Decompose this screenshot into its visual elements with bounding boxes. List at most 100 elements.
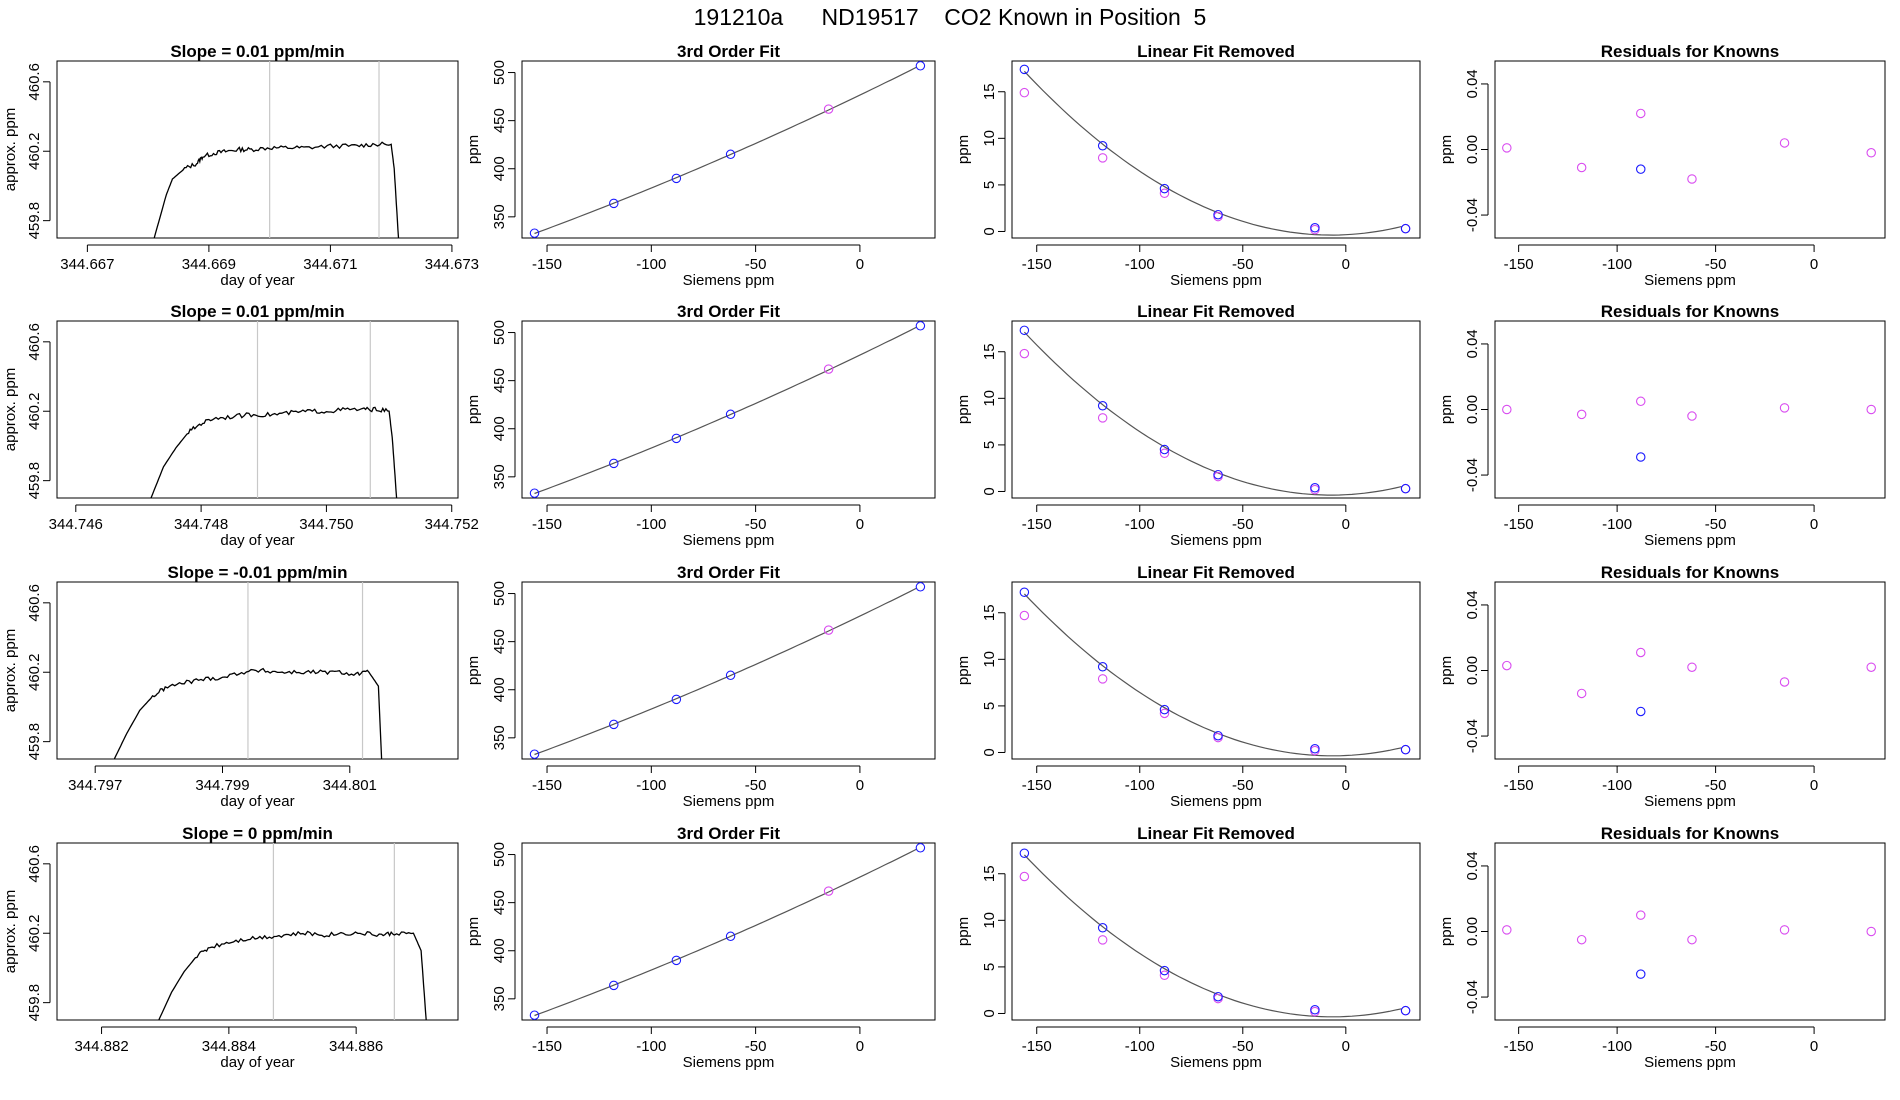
known-point-magenta: [1576, 409, 1587, 420]
known-point-blue: [1310, 483, 1320, 493]
x-tick-label: -50: [745, 516, 767, 533]
x-tick-label: 0: [856, 256, 864, 273]
plot-data: [1019, 64, 1411, 236]
plot-title: 3rd Order Fit: [677, 563, 780, 582]
plot-title: Linear Fit Removed: [1137, 42, 1295, 61]
plot-panel-residuals: Residuals for Knowns -150 -100 -50 0 Siemens …: [1438, 563, 1886, 810]
y-tick-label: 5: [981, 181, 998, 189]
plot-panel-residuals: Residuals for Knowns -150 -100 -50 0 Siemens …: [1438, 42, 1886, 289]
y-tick-label: 450: [491, 629, 508, 654]
known-point-blue: [1213, 209, 1223, 220]
y-axis-label: ppm: [1438, 395, 1455, 424]
y-tick-label: 15: [981, 343, 998, 360]
known-point-magenta: [823, 364, 834, 374]
y-tick-label: 0.00: [1464, 917, 1481, 946]
plot-frame: [521, 581, 936, 760]
known-point-blue: [529, 749, 540, 759]
known-point-blue: [1636, 164, 1646, 174]
plot-panel-fit: 3rd Order Fit -150 -100 -50 0 Siemens ppm 350 4…: [465, 42, 936, 289]
known-point-magenta: [1866, 662, 1876, 672]
known-point-magenta: [823, 886, 834, 896]
known-point-magenta: [1019, 871, 1030, 882]
plot-frame: [56, 842, 459, 1021]
known-point-blue: [1400, 483, 1411, 494]
x-tick-label: 344.799: [195, 777, 249, 794]
y-tick-label: 460.6: [26, 323, 43, 361]
fit-curve: [1023, 331, 1402, 496]
known-point-magenta: [1213, 471, 1223, 482]
known-point-magenta: [1097, 413, 1108, 423]
plot-panel-linear_removed: Linear Fit Removed -150 -100 -50 0 Siemens pp…: [955, 563, 1421, 810]
known-point-blue: [1213, 730, 1223, 741]
x-tick-label: 0: [1342, 256, 1350, 273]
x-tick-label: -150: [1022, 1038, 1052, 1055]
x-tick-label: -100: [1125, 777, 1155, 794]
x-tick-label: -100: [1602, 256, 1632, 273]
x-axis-label: Siemens ppm: [1170, 532, 1262, 549]
known-point-magenta: [1866, 148, 1876, 158]
known-point-blue: [529, 228, 540, 238]
plot-panel-timeseries: Slope = -0.01 ppm/min 344.797 344.799 344.8…: [2, 563, 459, 810]
known-point-blue: [1636, 452, 1646, 462]
series-line: [158, 930, 427, 1020]
plot-title: Residuals for Knowns: [1601, 824, 1780, 843]
known-point-magenta: [1097, 153, 1108, 163]
x-tick-label: 344.669: [182, 256, 236, 273]
x-tick-label: 0: [1342, 516, 1350, 533]
known-point-blue: [609, 458, 619, 469]
y-tick-label: 460.2: [26, 914, 43, 952]
known-point-magenta: [1866, 926, 1876, 937]
plot-title: Slope = 0 ppm/min: [182, 824, 333, 843]
known-point-blue: [1019, 64, 1030, 75]
y-tick-label: 5: [981, 702, 998, 710]
known-point-blue: [725, 931, 736, 942]
y-axis-label: ppm: [465, 395, 482, 424]
x-tick-label: -100: [1602, 1038, 1632, 1055]
known-point-blue: [1400, 744, 1411, 755]
known-point-magenta: [1779, 138, 1790, 148]
known-point-blue: [1159, 965, 1170, 976]
x-tick-label: -50: [1232, 777, 1254, 794]
x-tick-label: -150: [532, 1038, 562, 1055]
known-point-magenta: [1687, 662, 1697, 672]
known-point-magenta: [1636, 396, 1646, 407]
x-tick-label: -100: [1125, 516, 1155, 533]
y-axis-label: ppm: [955, 395, 972, 424]
y-tick-label: 0: [981, 748, 998, 756]
x-tick-label: -100: [1602, 516, 1632, 533]
y-tick-label: 5: [981, 963, 998, 971]
plot-frame: [1494, 60, 1886, 239]
known-point-blue: [915, 582, 926, 592]
x-tick-label: 344.750: [299, 516, 353, 533]
y-axis-label: approx. ppm: [2, 368, 19, 451]
x-axis-label: Siemens ppm: [1170, 1054, 1262, 1071]
y-tick-label: -0.04: [1464, 719, 1481, 753]
y-tick-label: 350: [491, 204, 508, 229]
y-tick-label: 400: [491, 938, 508, 963]
y-tick-label: 0: [981, 227, 998, 235]
plot-frame: [1011, 320, 1421, 499]
y-tick-label: 460.6: [26, 845, 43, 883]
known-point-magenta: [1687, 411, 1697, 421]
x-tick-label: -150: [1022, 516, 1052, 533]
y-tick-label: 459.8: [26, 723, 43, 761]
x-tick-label: 344.801: [323, 777, 377, 794]
plot-data: [113, 582, 383, 759]
y-tick-label: 459.8: [26, 202, 43, 240]
plot-frame: [521, 60, 936, 239]
x-tick-label: -50: [745, 777, 767, 794]
known-point-blue: [725, 670, 736, 681]
known-point-blue: [1097, 923, 1108, 933]
y-tick-label: 450: [491, 890, 508, 915]
y-tick-label: 0.04: [1464, 69, 1481, 98]
y-tick-label: 460.6: [26, 584, 43, 622]
y-tick-label: 460.2: [26, 392, 43, 430]
y-tick-label: 0: [981, 487, 998, 495]
x-tick-label: -150: [1504, 777, 1534, 794]
x-tick-label: 344.886: [329, 1038, 383, 1055]
series-line: [113, 667, 383, 759]
plot-panel-linear_removed: Linear Fit Removed -150 -100 -50 0 Siemens pp…: [955, 824, 1421, 1071]
plot-data: [529, 321, 926, 498]
known-point-blue: [1636, 969, 1646, 979]
x-tick-label: -150: [1022, 777, 1052, 794]
